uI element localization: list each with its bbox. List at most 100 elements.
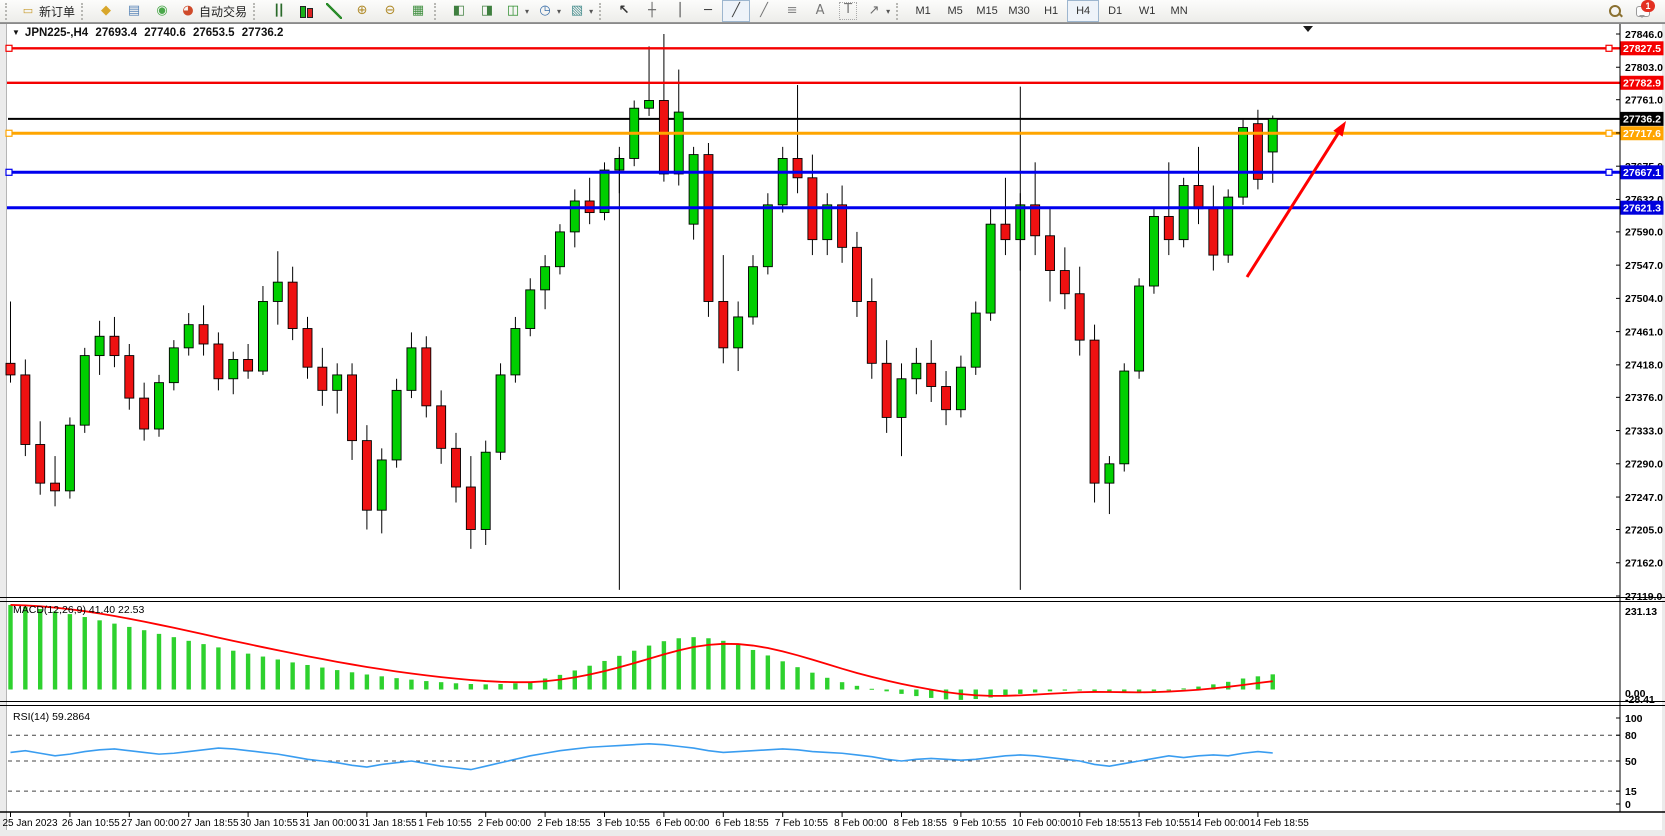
- line-selection-handle[interactable]: [5, 129, 13, 137]
- profile-prev-button[interactable]: ◧: [445, 0, 473, 22]
- vertical-line-tool-button[interactable]: │: [666, 0, 694, 22]
- trendline-tool-button[interactable]: ╱: [722, 0, 751, 22]
- horizontal-line-tool-button[interactable]: ─: [694, 0, 722, 22]
- price-badge-label: 27827.5: [1623, 43, 1661, 55]
- horizontal-line-icon: ─: [704, 3, 712, 18]
- macd-histogram-bar: [438, 682, 444, 690]
- line-selection-handle[interactable]: [1605, 44, 1613, 52]
- new-order-button[interactable]: ▭ 新订单: [16, 0, 79, 22]
- fibonacci-tool-button[interactable]: ≡: [778, 0, 806, 22]
- chart-title-dropdown-icon[interactable]: ▼: [12, 28, 20, 37]
- macd-histogram-bar: [929, 689, 934, 698]
- macd-histogram-bar: [1032, 689, 1038, 693]
- timeframe-mn[interactable]: MN: [1170, 5, 1188, 17]
- toolbar: ▭ 新订单 ◆ ▤ ◉ ◕ 自动交易 ┃┃ ⊕ ⊖ ▦ ◧ ◨ ◫ ▾ ◷ ▾ ▧ ▾…: [0, 0, 1665, 23]
- profile-next-button[interactable]: ◨: [473, 0, 501, 22]
- candle-bullish: [168, 347, 179, 384]
- macd-histogram-bar: [1226, 681, 1231, 690]
- macd-histogram-bar: [23, 606, 28, 690]
- chart-line-button[interactable]: [320, 0, 348, 22]
- candle-bearish: [451, 447, 461, 488]
- time-axis-label: 30 Jan 10:55: [240, 818, 298, 829]
- navigator-button[interactable]: ◉: [148, 0, 176, 22]
- candle-bearish: [436, 405, 447, 449]
- arrows-tool-button[interactable]: ↗ ▾: [862, 0, 894, 22]
- price-badge: [1620, 41, 1664, 56]
- ohlc-close: 27736.2: [241, 27, 284, 39]
- macd-histogram-bar: [379, 676, 384, 690]
- timeframe-h1[interactable]: H1: [1044, 5, 1059, 17]
- new-chart-icon: ◫: [506, 3, 520, 18]
- candle-bullish: [183, 324, 194, 349]
- text-tool-button[interactable]: A: [806, 0, 834, 22]
- candle-bullish: [406, 347, 417, 391]
- tile-windows-button[interactable]: ▦: [404, 0, 432, 22]
- window-left-edge: [0, 23, 6, 836]
- time-axis-label: 27 Jan 18:55: [181, 818, 239, 829]
- price-badge: [1620, 75, 1664, 90]
- toolbar-gripper: [81, 2, 88, 20]
- price-axis-label: 27376.0: [1625, 392, 1663, 404]
- chart-title: ▼ JPN225-,H4 27693.4 27740.6 27653.5 2773…: [12, 27, 287, 39]
- zoom-out-button[interactable]: ⊖: [376, 0, 404, 22]
- cursor-tool-button[interactable]: ↖: [610, 0, 638, 22]
- chart-candles-button[interactable]: [292, 0, 320, 22]
- dropdown-arrow-icon: ▾: [589, 6, 594, 16]
- text-label-tool-button[interactable]: T: [834, 0, 862, 22]
- notifications-button[interactable]: 1: [1629, 0, 1657, 22]
- trend-arrow[interactable]: [1245, 132, 1340, 278]
- time-axis-label: 25 Jan 2023: [3, 818, 58, 829]
- candle-bullish: [272, 281, 283, 302]
- search-button[interactable]: [1601, 0, 1629, 22]
- line-selection-handle[interactable]: [5, 168, 13, 176]
- candle-bearish: [866, 301, 877, 364]
- line-selection-handle[interactable]: [1605, 168, 1613, 176]
- macd-histogram-bar: [528, 682, 533, 690]
- rsi-axis-label: 50: [1625, 756, 1637, 768]
- macd-histogram-bar: [750, 649, 756, 690]
- time-axis-label: 27 Jan 00:00: [121, 818, 179, 829]
- zoom-in-button[interactable]: ⊕: [348, 0, 376, 22]
- candle-bearish: [837, 204, 848, 248]
- chart-shift-marker[interactable]: [1303, 26, 1313, 32]
- new-chart-button[interactable]: ◫ ▾: [501, 0, 533, 22]
- price-axis-label: 27205.0: [1625, 524, 1663, 536]
- candlestick-chart-icon: [298, 3, 314, 19]
- new-order-label: 新订单: [39, 4, 76, 19]
- macd-histogram-bar: [1107, 689, 1112, 693]
- market-watch-button[interactable]: ◆: [92, 0, 120, 22]
- periods-button[interactable]: ◷ ▾: [533, 0, 565, 22]
- candle-bearish: [287, 281, 298, 329]
- timeframe-m1[interactable]: M1: [915, 5, 931, 17]
- equidistant-channel-tool-button[interactable]: ╱: [750, 0, 778, 22]
- autotrading-button[interactable]: ◕ 自动交易: [176, 0, 251, 22]
- macd-histogram-bar: [1003, 689, 1008, 696]
- timeframe-h4[interactable]: H4: [1067, 0, 1100, 22]
- macd-histogram-bar: [839, 682, 845, 690]
- timeframe-w1[interactable]: W1: [1138, 5, 1156, 17]
- dropdown-arrow-icon: ▾: [886, 6, 891, 16]
- chart-bars-button[interactable]: ┃┃: [264, 0, 292, 22]
- data-window-button[interactable]: ▤: [120, 0, 148, 22]
- macd-histogram-bar: [394, 678, 399, 690]
- line-selection-handle[interactable]: [1605, 129, 1613, 137]
- timeframe-m15[interactable]: M15: [976, 5, 998, 17]
- timeframe-m30[interactable]: M30: [1008, 5, 1030, 17]
- candle-bullish: [94, 335, 105, 357]
- macd-label: MACD(12,26,9) 41.40 22.53: [13, 604, 144, 616]
- line-selection-handle[interactable]: [5, 44, 13, 52]
- timeframe-switcher: M1 M5 M15 M30 H1 H4 D1 W1 MN: [907, 0, 1195, 22]
- candle-bullish: [525, 289, 536, 329]
- candle-bullish: [1104, 463, 1115, 484]
- crosshair-tool-button[interactable]: ┼: [638, 0, 666, 22]
- templates-button[interactable]: ▧ ▾: [565, 0, 597, 22]
- macd-histogram-bar: [483, 684, 488, 690]
- price-axis-label: 27590.0: [1625, 227, 1663, 239]
- time-axis-label: 1 Feb 10:55: [418, 818, 472, 829]
- macd-histogram-bar: [602, 660, 607, 690]
- timeframe-d1[interactable]: D1: [1108, 5, 1123, 17]
- timeframe-m5[interactable]: M5: [947, 5, 963, 17]
- macd-histogram-bar: [82, 617, 87, 690]
- time-axis-label: 26 Jan 10:55: [62, 818, 120, 829]
